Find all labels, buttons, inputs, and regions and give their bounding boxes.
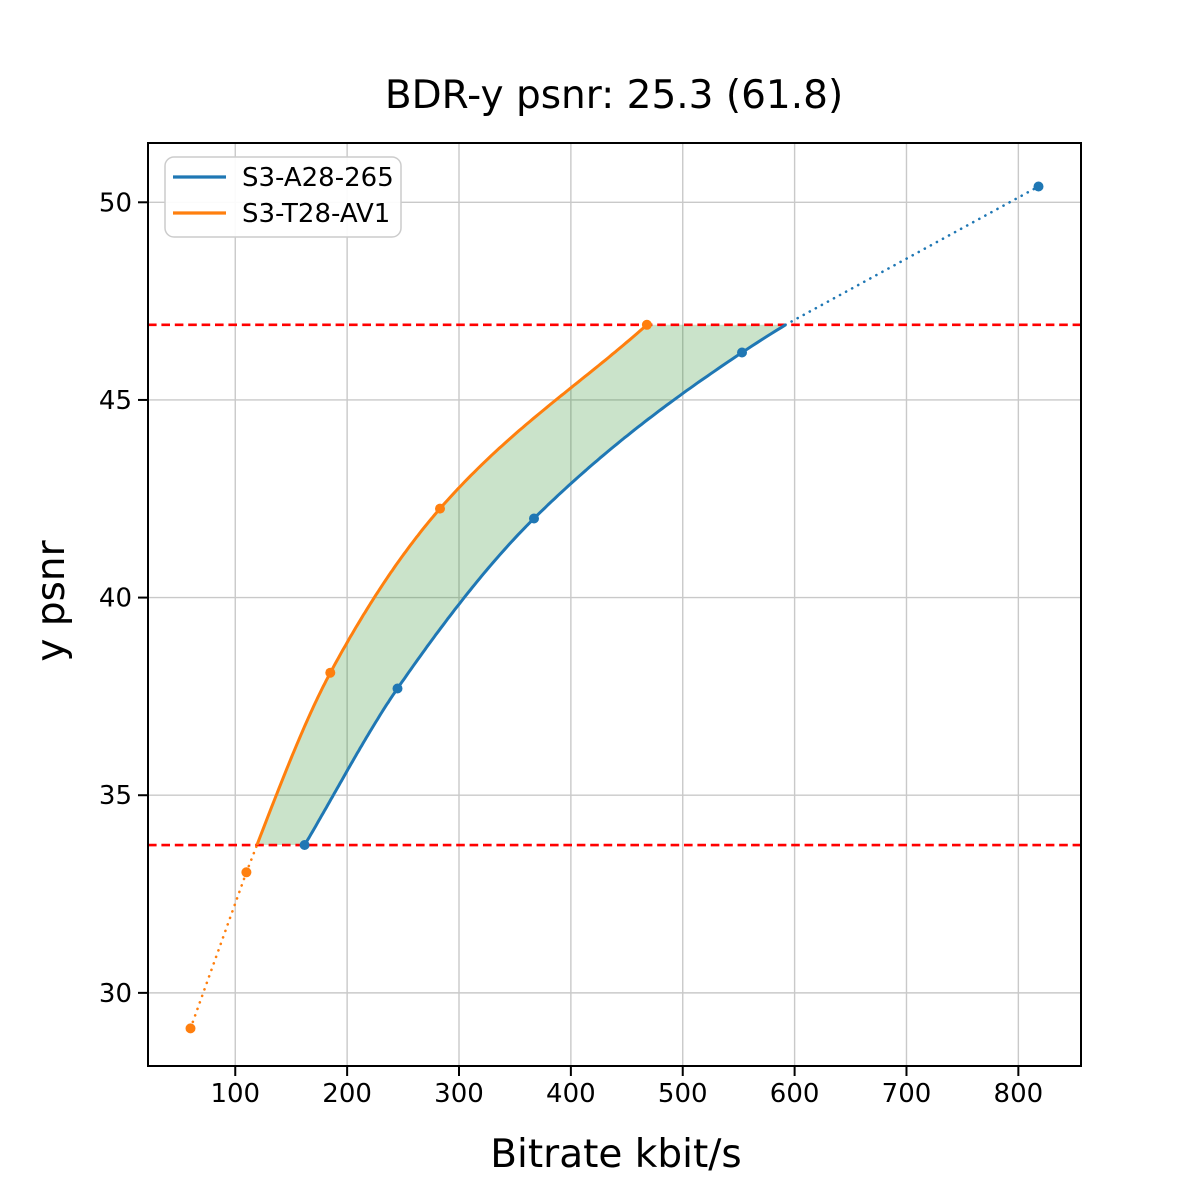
axes-spines-ticks — [138, 142, 1082, 1076]
legend: S3-A28-265 S3-T28-AV1 — [164, 156, 402, 238]
plot-border — [147, 142, 1082, 1067]
data-point-marker-S3-T28-AV1 — [185, 1023, 196, 1034]
data-point-marker-S3-T28-AV1 — [435, 503, 445, 514]
band-fill — [257, 324, 786, 845]
x-axis-label: Bitrate kbit/s — [490, 1132, 741, 1177]
y-tick-label: 45 — [99, 386, 132, 416]
data-point-marker-S3-A28-265 — [1033, 181, 1044, 192]
y-axis-label: y psnr — [29, 539, 74, 661]
series-line-solid-S3-T28-AV1 — [255, 323, 648, 846]
data-point-marker-S3-T28-AV1 — [325, 667, 336, 678]
x-tick-label: 100 — [210, 1079, 260, 1109]
legend-label: S3-T28-AV1 — [242, 199, 390, 229]
series-line-solid-S3-A28-265 — [303, 323, 787, 846]
data-point-marker-S3-T28-AV1 — [641, 319, 652, 330]
gridlines — [148, 143, 1081, 1066]
tick-labels: 100 200 300 400 500 600 700 800 30 35 40 45 50 — [99, 188, 1043, 1109]
y-tick-label: 35 — [99, 781, 132, 811]
legend-label: S3-A28-265 — [242, 163, 394, 193]
x-tick-label: 600 — [770, 1079, 820, 1109]
data-point-marker-S3-A28-265 — [392, 683, 403, 694]
y-tick-label: 30 — [99, 979, 132, 1009]
x-tick-label: 800 — [994, 1079, 1044, 1109]
bd-rate-band — [257, 324, 786, 845]
x-tick-label: 300 — [434, 1079, 484, 1109]
y-tick-label: 40 — [99, 584, 132, 614]
x-tick-label: 200 — [322, 1079, 372, 1109]
x-tick-label: 400 — [546, 1079, 596, 1109]
series-line-dotted-S3-A28-265 — [784, 185, 1040, 327]
x-tick-label: 500 — [658, 1079, 708, 1109]
data-point-marker-S3-A28-265 — [529, 513, 539, 524]
y-tick-label: 50 — [99, 188, 132, 218]
data-point-marker-S3-A28-265 — [299, 840, 310, 850]
data-point-marker-S3-A28-265 — [737, 347, 747, 358]
chart-title: BDR-y psnr: 25.3 (61.8) — [385, 73, 843, 118]
x-tick-label: 700 — [882, 1079, 932, 1109]
series-curves — [185, 181, 1044, 1034]
data-point-marker-S3-T28-AV1 — [241, 867, 252, 878]
